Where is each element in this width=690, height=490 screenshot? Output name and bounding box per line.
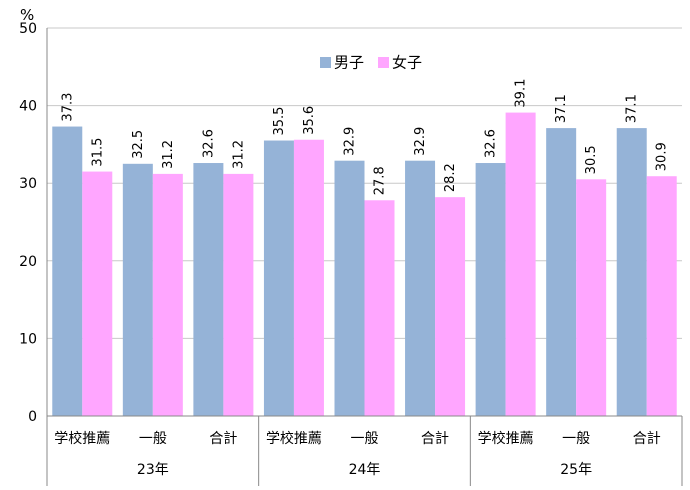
data-label: 30.9 xyxy=(655,142,670,171)
data-label: 35.6 xyxy=(302,106,317,135)
y-tick-label: 20 xyxy=(19,254,37,270)
value-labels: 37.3 32.5 32.6 35.5 32.9 32.9 32.6 37.1 37.1 31.5… xyxy=(60,79,669,196)
x-category-label: 学校推薦 xyxy=(54,430,110,447)
bar-female xyxy=(505,112,536,417)
bar-female xyxy=(576,179,607,416)
x-category-label: 一般 xyxy=(351,431,379,447)
data-label: 32.6 xyxy=(484,129,499,158)
x-category-label: 学校推薦 xyxy=(266,430,322,447)
bar-female xyxy=(646,176,677,416)
data-label: 31.5 xyxy=(90,138,105,167)
y-tick-label: 30 xyxy=(19,176,37,192)
bar-female xyxy=(152,173,183,416)
bar-male xyxy=(334,160,365,416)
axes: 0 10 20 30 40 50 学校推薦 一般 合計 学校推薦 一般 合計 学校推薦 一般 合計 23年 24… xyxy=(19,21,683,486)
data-label: 27.8 xyxy=(373,166,388,195)
bar-female xyxy=(293,139,324,416)
y-tick-label: 40 xyxy=(19,99,37,115)
bar-male xyxy=(263,140,294,416)
legend-swatch xyxy=(378,57,389,68)
data-label: 30.5 xyxy=(584,145,599,174)
bar-female xyxy=(364,200,395,416)
x-group-label: 24年 xyxy=(349,462,381,478)
bar-male xyxy=(616,128,647,416)
data-label: 39.1 xyxy=(514,79,529,108)
data-label: 32.6 xyxy=(201,129,216,158)
data-label: 31.2 xyxy=(231,140,246,169)
data-label: 35.5 xyxy=(272,107,287,136)
x-group-label: 23年 xyxy=(137,462,169,478)
data-label: 32.9 xyxy=(343,127,358,156)
data-label: 37.3 xyxy=(60,93,75,122)
bar-male xyxy=(193,163,224,416)
bar-male xyxy=(122,163,153,416)
y-tick-label: 0 xyxy=(28,409,37,425)
bar-male xyxy=(546,128,577,416)
y-axis-unit-label: % xyxy=(20,6,34,24)
bar-male xyxy=(52,126,83,416)
data-label: 37.1 xyxy=(554,94,569,123)
x-category-label: 一般 xyxy=(562,431,590,447)
bar-female xyxy=(223,173,254,416)
x-category-label: 合計 xyxy=(209,431,237,447)
x-group-label: 25年 xyxy=(560,462,592,478)
data-label: 32.9 xyxy=(413,127,428,156)
legend-label: 女子 xyxy=(392,54,422,72)
legend-swatch xyxy=(320,57,331,68)
y-tick-label: 10 xyxy=(19,331,37,347)
data-label: 31.2 xyxy=(161,140,176,169)
x-category-label: 一般 xyxy=(139,431,167,447)
x-category-label: 合計 xyxy=(633,431,661,447)
legend-label: 男子 xyxy=(334,54,364,72)
y-tick-label: 50 xyxy=(19,21,37,37)
bar-male xyxy=(475,163,506,416)
data-label: 32.5 xyxy=(131,130,146,159)
bar-female xyxy=(435,197,466,416)
x-category-label: 学校推薦 xyxy=(478,430,534,447)
data-label: 28.2 xyxy=(443,163,458,192)
legend: 男子 女子 xyxy=(320,54,422,72)
x-category-label: 合計 xyxy=(421,431,449,447)
bars xyxy=(52,112,677,417)
data-label: 37.1 xyxy=(625,94,640,123)
bar-male xyxy=(405,160,436,416)
bar-female xyxy=(82,171,113,416)
